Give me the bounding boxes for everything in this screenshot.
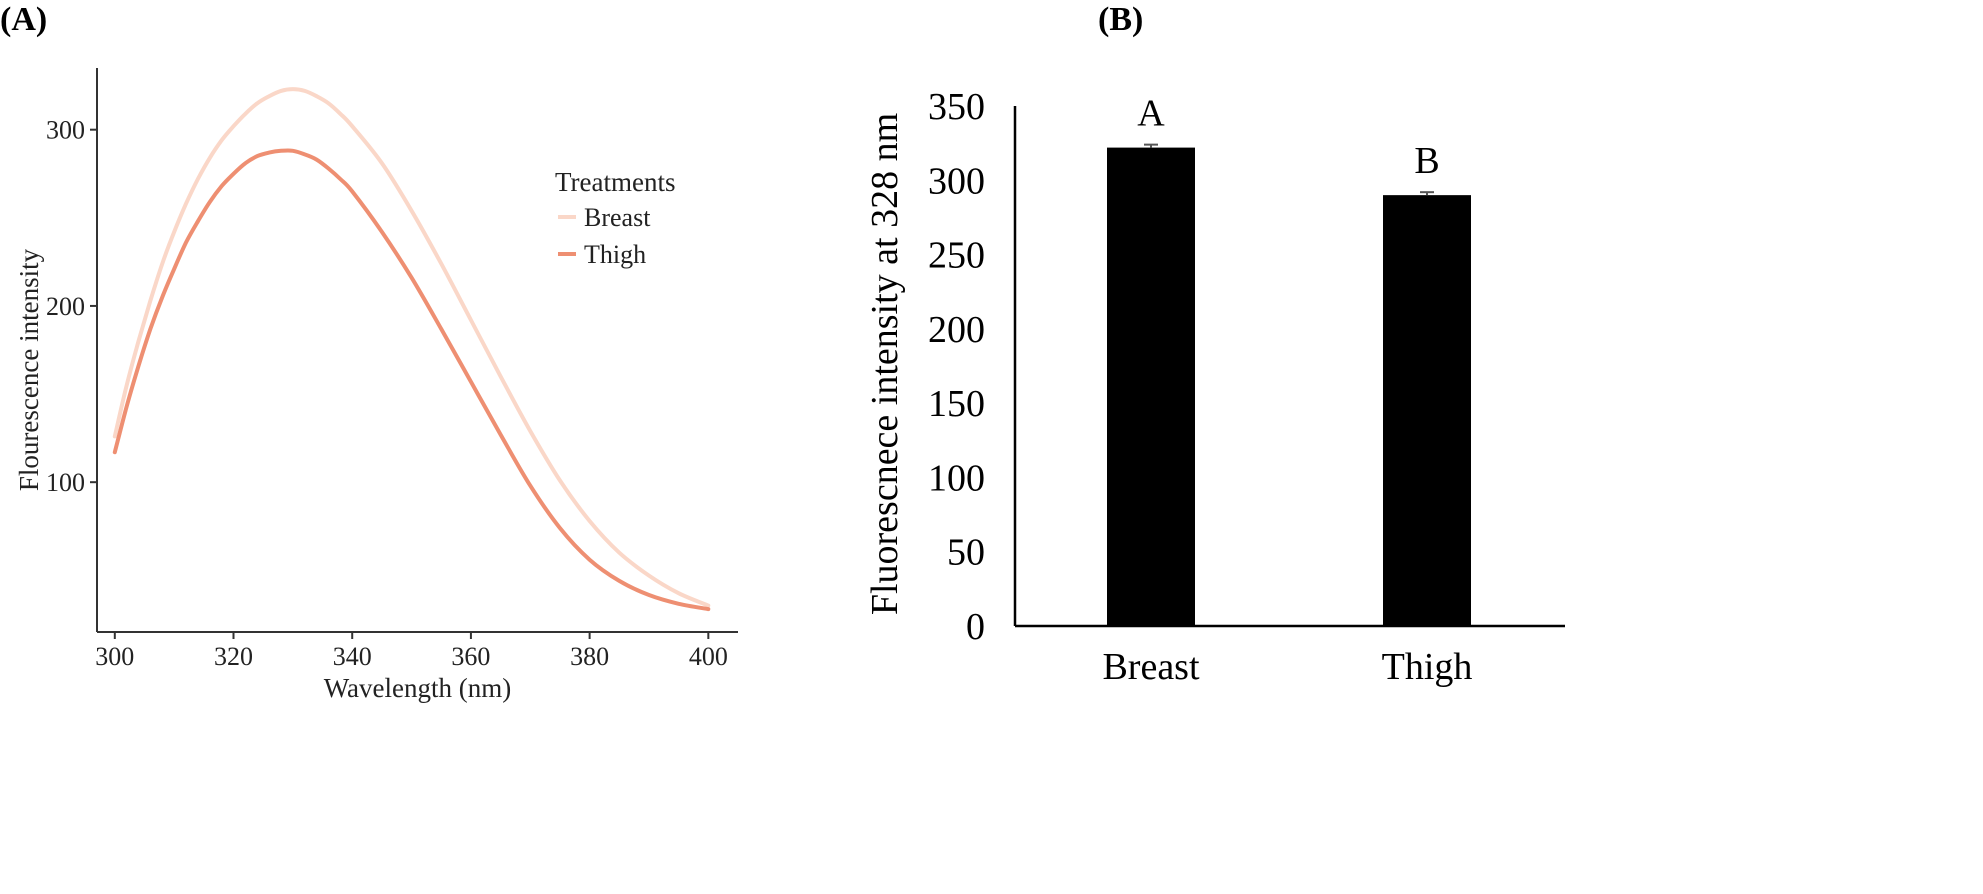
x-tick-label-thigh: Thigh	[1382, 646, 1473, 688]
y-tick-label: 300	[46, 116, 85, 145]
legend-items: Breast Thigh	[558, 203, 651, 269]
significance-letter-breast: A	[1137, 93, 1165, 135]
y-tick-label: 200	[46, 292, 85, 321]
x-tick-label: 360	[451, 642, 490, 671]
line-chart-legend: Treatments Breast Thigh	[555, 167, 676, 269]
y-tick-label: 350	[928, 86, 985, 128]
y-tick-label: 50	[947, 532, 985, 574]
bar-chart-y-axis-label: Fluorescnece intensity at 328 nm	[864, 113, 906, 615]
legend-label-breast: Breast	[584, 203, 651, 232]
line-chart-x-ticks: 300 320 340 360 380 400	[95, 632, 728, 671]
x-tick-label: 380	[570, 642, 609, 671]
panel-label-a: (A)	[0, 1, 47, 38]
legend-title: Treatments	[555, 167, 676, 197]
line-chart-x-axis-label: Wavelength (nm)	[324, 673, 512, 703]
bar-chart-bars: A Breast B Thigh	[1102, 93, 1472, 688]
y-tick-label: 150	[928, 383, 985, 425]
y-tick-label: 100	[46, 468, 85, 497]
line-chart-y-ticks: 100 200 300	[46, 116, 97, 497]
line-chart-y-axis-label: Flourescence intensity	[14, 248, 44, 491]
bar-thigh	[1383, 195, 1471, 626]
line-chart: 300 320 340 360 380 400 100 200 300 Wavelength …	[14, 68, 738, 703]
series-line-thigh	[112, 148, 711, 612]
x-tick-label: 300	[95, 642, 134, 671]
series-line-breast	[112, 87, 711, 608]
bar-chart-axes	[1013, 106, 1565, 628]
bar-chart: 0 50 100 150 200 250 300 350 A Breast B Thigh Fluo…	[864, 86, 1565, 688]
significance-letter-thigh: B	[1414, 140, 1439, 182]
y-tick-label: 0	[966, 606, 985, 648]
y-tick-label: 100	[928, 457, 985, 499]
line-chart-axes	[96, 68, 738, 633]
y-tick-label: 200	[928, 309, 985, 351]
bar-breast	[1107, 147, 1195, 626]
line-chart-series	[112, 87, 711, 612]
x-tick-label: 320	[214, 642, 253, 671]
legend-label-thigh: Thigh	[584, 240, 646, 269]
y-tick-label: 300	[928, 160, 985, 202]
y-tick-label: 250	[928, 235, 985, 277]
x-tick-label: 340	[333, 642, 372, 671]
bar-chart-y-ticks: 0 50 100 150 200 250 300 350	[928, 86, 985, 648]
x-tick-label-breast: Breast	[1102, 646, 1200, 688]
panel-label-b: (B)	[1098, 1, 1143, 38]
x-tick-label: 400	[689, 642, 728, 671]
